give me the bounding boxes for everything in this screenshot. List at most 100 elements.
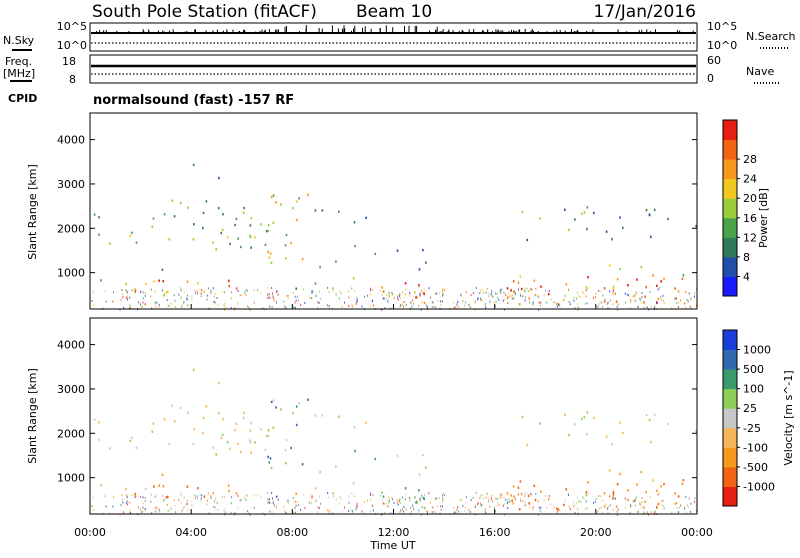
range-cell [352,305,354,308]
range-cell [285,462,287,465]
range-cell [335,260,337,263]
power-colorbar-tick: 24 [743,173,757,186]
range-cell [495,300,497,303]
range-cell [369,510,371,513]
range-cell [222,418,224,421]
range-cell [223,509,225,512]
range-cell [351,287,353,290]
range-cell [355,507,357,510]
range-cell [419,293,421,295]
range-cell [304,302,306,305]
range-cell [338,502,340,505]
range-cell [241,293,242,296]
range-cell [662,299,664,302]
range-cell [399,293,401,296]
range-cell [380,494,381,497]
range-cell [286,294,288,297]
range-cell [411,510,413,513]
range-cell [456,303,458,306]
range-cell [237,237,239,240]
range-cell [412,504,414,507]
range-cell [624,292,626,295]
range-cell [144,292,146,295]
range-cell [144,303,146,305]
x-axis-label: Time UT [369,539,415,552]
range-cell [165,496,168,499]
range-cell [513,297,515,300]
range-cell [353,290,355,293]
range-cell [372,494,374,497]
range-cell [187,509,189,512]
range-cell [125,289,127,292]
range-cell [428,287,430,290]
range-cell [583,497,585,500]
range-cell [340,497,342,500]
range-cell [294,301,296,304]
range-cell [371,504,373,507]
range-cell [436,497,438,500]
range-cell [421,301,423,304]
range-cell [205,405,208,408]
range-cell [615,300,618,303]
range-cell [662,499,664,502]
range-cell [614,497,616,500]
range-cell [417,297,418,300]
range-cell [420,292,422,295]
range-cell [455,511,457,514]
station-title: South Pole Station (fitACF) [92,2,317,22]
range-cell [296,295,298,298]
range-cell [460,293,462,296]
range-cell [584,507,586,510]
range-cell [627,284,629,287]
range-cell [612,303,614,306]
range-cell [533,484,536,487]
range-cell [559,304,561,307]
range-cell [168,238,171,241]
range-cell [201,494,203,497]
range-cell [667,217,669,221]
range-cell [603,505,606,508]
range-cell [491,494,493,497]
range-cell [187,304,189,307]
range-cell [687,300,689,303]
range-cell [249,236,252,239]
range-cell [234,512,236,515]
range-cell [444,494,446,497]
range-cell [320,297,322,300]
range-cell [442,497,444,500]
range-cell [370,287,372,290]
velocity-ytick-label: 4000 [57,339,85,352]
range-cell [650,440,652,444]
velocity-ytick-label: 1000 [57,472,85,485]
range-cell [260,428,262,431]
range-cell [249,439,251,442]
range-cell [269,297,271,300]
range-cell [617,303,619,306]
range-cell [663,482,665,486]
range-cell [283,505,285,508]
range-cell [271,306,273,309]
range-cell [480,502,481,505]
range-cell [433,510,435,513]
velocity-ytick-label: 2000 [57,427,85,440]
range-cell [287,499,289,502]
range-cell [568,433,570,437]
range-cell [280,203,282,206]
range-cell [399,498,401,501]
range-cell [356,297,358,300]
range-cell [239,499,241,502]
range-cell [213,505,215,508]
range-cell [131,289,133,292]
range-cell [207,499,209,502]
range-cell [284,510,286,513]
range-cell [317,306,319,309]
range-cell [489,505,491,508]
range-cell [585,492,587,495]
range-cell [202,416,205,420]
range-cell [490,497,492,500]
range-cell [539,509,541,512]
nsky-panel: N.Sky 10^5 10^0 10^5 10^0 N.Search [3,20,796,52]
range-cell [388,294,390,296]
range-cell [371,299,373,302]
range-cell [275,291,277,293]
